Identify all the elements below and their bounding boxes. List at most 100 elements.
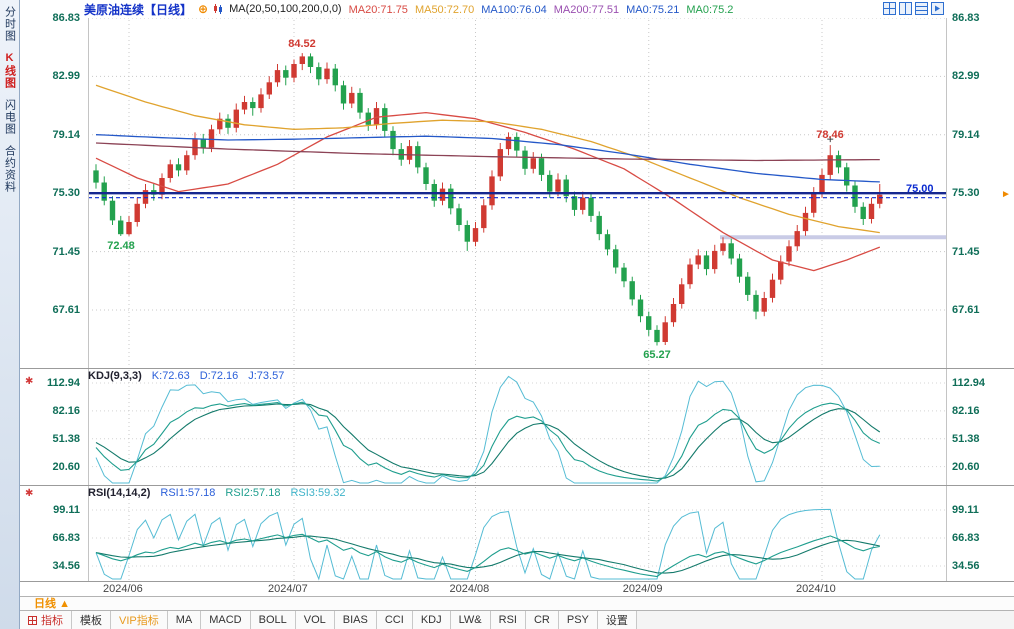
y-axis-label: 112.94 (46, 377, 80, 389)
sidebar-tab-K线图[interactable]: K线图 (3, 52, 16, 89)
y-axis-label: 75.30 (952, 187, 980, 200)
toolbar-item-VOL[interactable]: VOL (295, 611, 335, 629)
ma-value: MA0:75.2 (686, 4, 734, 16)
x-axis-label: 2024/10 (796, 583, 836, 595)
toolbar-item-模板[interactable]: 模板 (72, 611, 111, 629)
toolbar-item-PSY[interactable]: PSY (558, 611, 598, 629)
y-axis-label: 71.45 (952, 245, 980, 258)
y-axis-label: 82.99 (52, 70, 80, 83)
ma-value: MA200:77.51 (553, 4, 620, 16)
toolbar-item-LW&[interactable]: LW& (450, 611, 491, 629)
x-axis-dates: 2024/06 2024/07 2024/08 2024/09 2024/10 (20, 581, 1014, 596)
ma-value: MA0:75.21 (626, 4, 680, 16)
y-axis-label: 34.56 (52, 560, 80, 573)
toolbar-item-label: MACD (209, 614, 242, 626)
x-axis-label: 2024/09 (622, 583, 663, 595)
toolbar-item-MA[interactable]: MA (167, 611, 202, 629)
y-axis-label: 20.60 (52, 460, 80, 473)
kdj-k-value: K:72.63 (151, 370, 190, 382)
left-axis-line (88, 18, 89, 581)
toolbar-item-label: 指标 (41, 615, 63, 627)
sidebar-tab-合约资料[interactable]: 合约资料 (3, 145, 16, 193)
y-axis-label: 34.56 (952, 560, 980, 573)
period-selector[interactable]: 日线 ▲ (34, 598, 70, 610)
rsi3-value: RSI3:59.32 (290, 487, 346, 499)
ma-value: MA50:72.70 (414, 4, 475, 16)
y-axis-label: 79.14 (52, 128, 80, 141)
toolbar-item-CCI[interactable]: CCI (376, 611, 413, 629)
bottom-toolbar: 指标 模板 VIP指标 MA MACD BOLL VOL BIAS CCI KDJ LW& RSI CR… (20, 610, 1014, 629)
toolbar-item-label: MA (175, 614, 193, 626)
toolbar-item-label: RSI (498, 614, 517, 626)
toolbar-item-CR[interactable]: CR (525, 611, 559, 629)
y-axis-label: 99.11 (952, 504, 979, 516)
rsi2-value: RSI2:57.18 (225, 487, 281, 499)
toolbar-item-label: BOLL (258, 614, 287, 626)
toolbar-item-label: 模板 (80, 615, 102, 627)
toolbar-item-BOLL[interactable]: BOLL (250, 611, 296, 629)
period-strip: 日线 ▲ (20, 596, 1014, 610)
toolbar-item-BIAS[interactable]: BIAS (334, 611, 377, 629)
panel-separator (20, 581, 1014, 582)
layout-forward-icon[interactable] (931, 2, 944, 15)
annotation-october-high: 78.46 (816, 129, 844, 141)
y-axis-label: 82.16 (952, 404, 980, 417)
instrument-title: 美原油连续【日线】 (84, 2, 193, 17)
rsi-title: RSI(14,14,2) (88, 487, 151, 499)
indicator-flag-icon[interactable]: ✱ (25, 376, 34, 387)
rsi1-value: RSI1:57.18 (160, 487, 216, 499)
layout-rows-icon[interactable] (915, 2, 928, 15)
y-axis-label: 75.30 (52, 187, 80, 200)
y-axis-label: 67.61 (52, 303, 80, 316)
price-arrow-icon[interactable]: ► (1001, 189, 1011, 200)
period-label: 日线 (34, 597, 56, 610)
y-axis-label: 86.83 (952, 12, 980, 24)
kdj-header: KDJ(9,3,3) K:72.63 D:72.16 J:73.57 (88, 370, 284, 382)
current-price-label[interactable]: 75.00 (906, 183, 934, 195)
y-axis-label: 66.83 (52, 532, 80, 545)
toolbar-item-label: CCI (384, 614, 404, 626)
x-axis-label: 2024/07 (268, 583, 308, 595)
period-arrow-icon: ▲ (59, 597, 70, 610)
right-axis-line (946, 18, 947, 581)
y-axis-label: 82.16 (52, 404, 80, 417)
layout-vsplit-icon[interactable] (899, 2, 912, 15)
toolbar-item-label: VOL (303, 614, 326, 626)
kdj-j-value: J:73.57 (248, 370, 285, 382)
kdj-chart[interactable] (20, 368, 1014, 485)
ma-value: MA20:71.75 (348, 4, 408, 16)
chart-header: 美原油连续【日线】 ⊕ MA(20,50,100,200,0,0) MA20:7… (20, 0, 1014, 18)
layout-quad-icon[interactable] (883, 2, 896, 15)
indicator-flag-icon[interactable]: ✱ (25, 488, 34, 499)
toolbar-item-label: VIP指标 (119, 615, 159, 627)
annotation-peak-price: 84.52 (288, 38, 316, 50)
toolbar-item-MACD[interactable]: MACD (201, 611, 251, 629)
chart-type-icon[interactable] (212, 3, 224, 15)
toolbar-item-label: BIAS (342, 614, 368, 626)
x-axis-label: 2024/08 (449, 583, 490, 595)
toolbar-item-设置[interactable]: 设置 (597, 611, 637, 629)
y-axis-label: 82.99 (952, 70, 980, 83)
y-axis-label: 66.83 (952, 532, 980, 545)
add-icon[interactable]: ⊕ (198, 2, 209, 16)
rsi-chart[interactable] (20, 485, 1014, 581)
panel-separator (20, 368, 1014, 369)
toolbar-item-VIP指标[interactable]: VIP指标 (111, 611, 168, 629)
toolbar-item-label: PSY (566, 614, 589, 626)
layout-icons (883, 2, 944, 15)
toolbar-item-RSI[interactable]: RSI (490, 611, 526, 629)
candlestick-chart[interactable] (20, 18, 1014, 368)
kdj-title: KDJ(9,3,3) (88, 370, 142, 382)
left-sidebar: 分时图 K线图闪电图合约资料 (0, 0, 20, 629)
toolbar-item-label: LW& (458, 614, 482, 626)
ma-params-label: MA(20,50,100,200,0,0) (229, 3, 342, 15)
sidebar-tab-闪电图[interactable]: 闪电图 (3, 99, 16, 135)
ma-value: MA100:76.04 (481, 4, 547, 16)
y-axis-label: 51.38 (52, 432, 80, 445)
toolbar-item-KDJ[interactable]: KDJ (412, 611, 451, 629)
sidebar-tab-分时图[interactable]: 分时图 (3, 6, 16, 42)
grid-icon (28, 615, 37, 625)
toolbar-item-指标[interactable]: 指标 (20, 611, 72, 629)
ma-values: MA20:71.75 MA50:72.70 MA100:76.04 MA200:77.… (349, 2, 741, 16)
chart-region: KDJ(9,3,3) K:72.63 D:72.16 J:73.57 RSI(1… (20, 12, 1014, 596)
